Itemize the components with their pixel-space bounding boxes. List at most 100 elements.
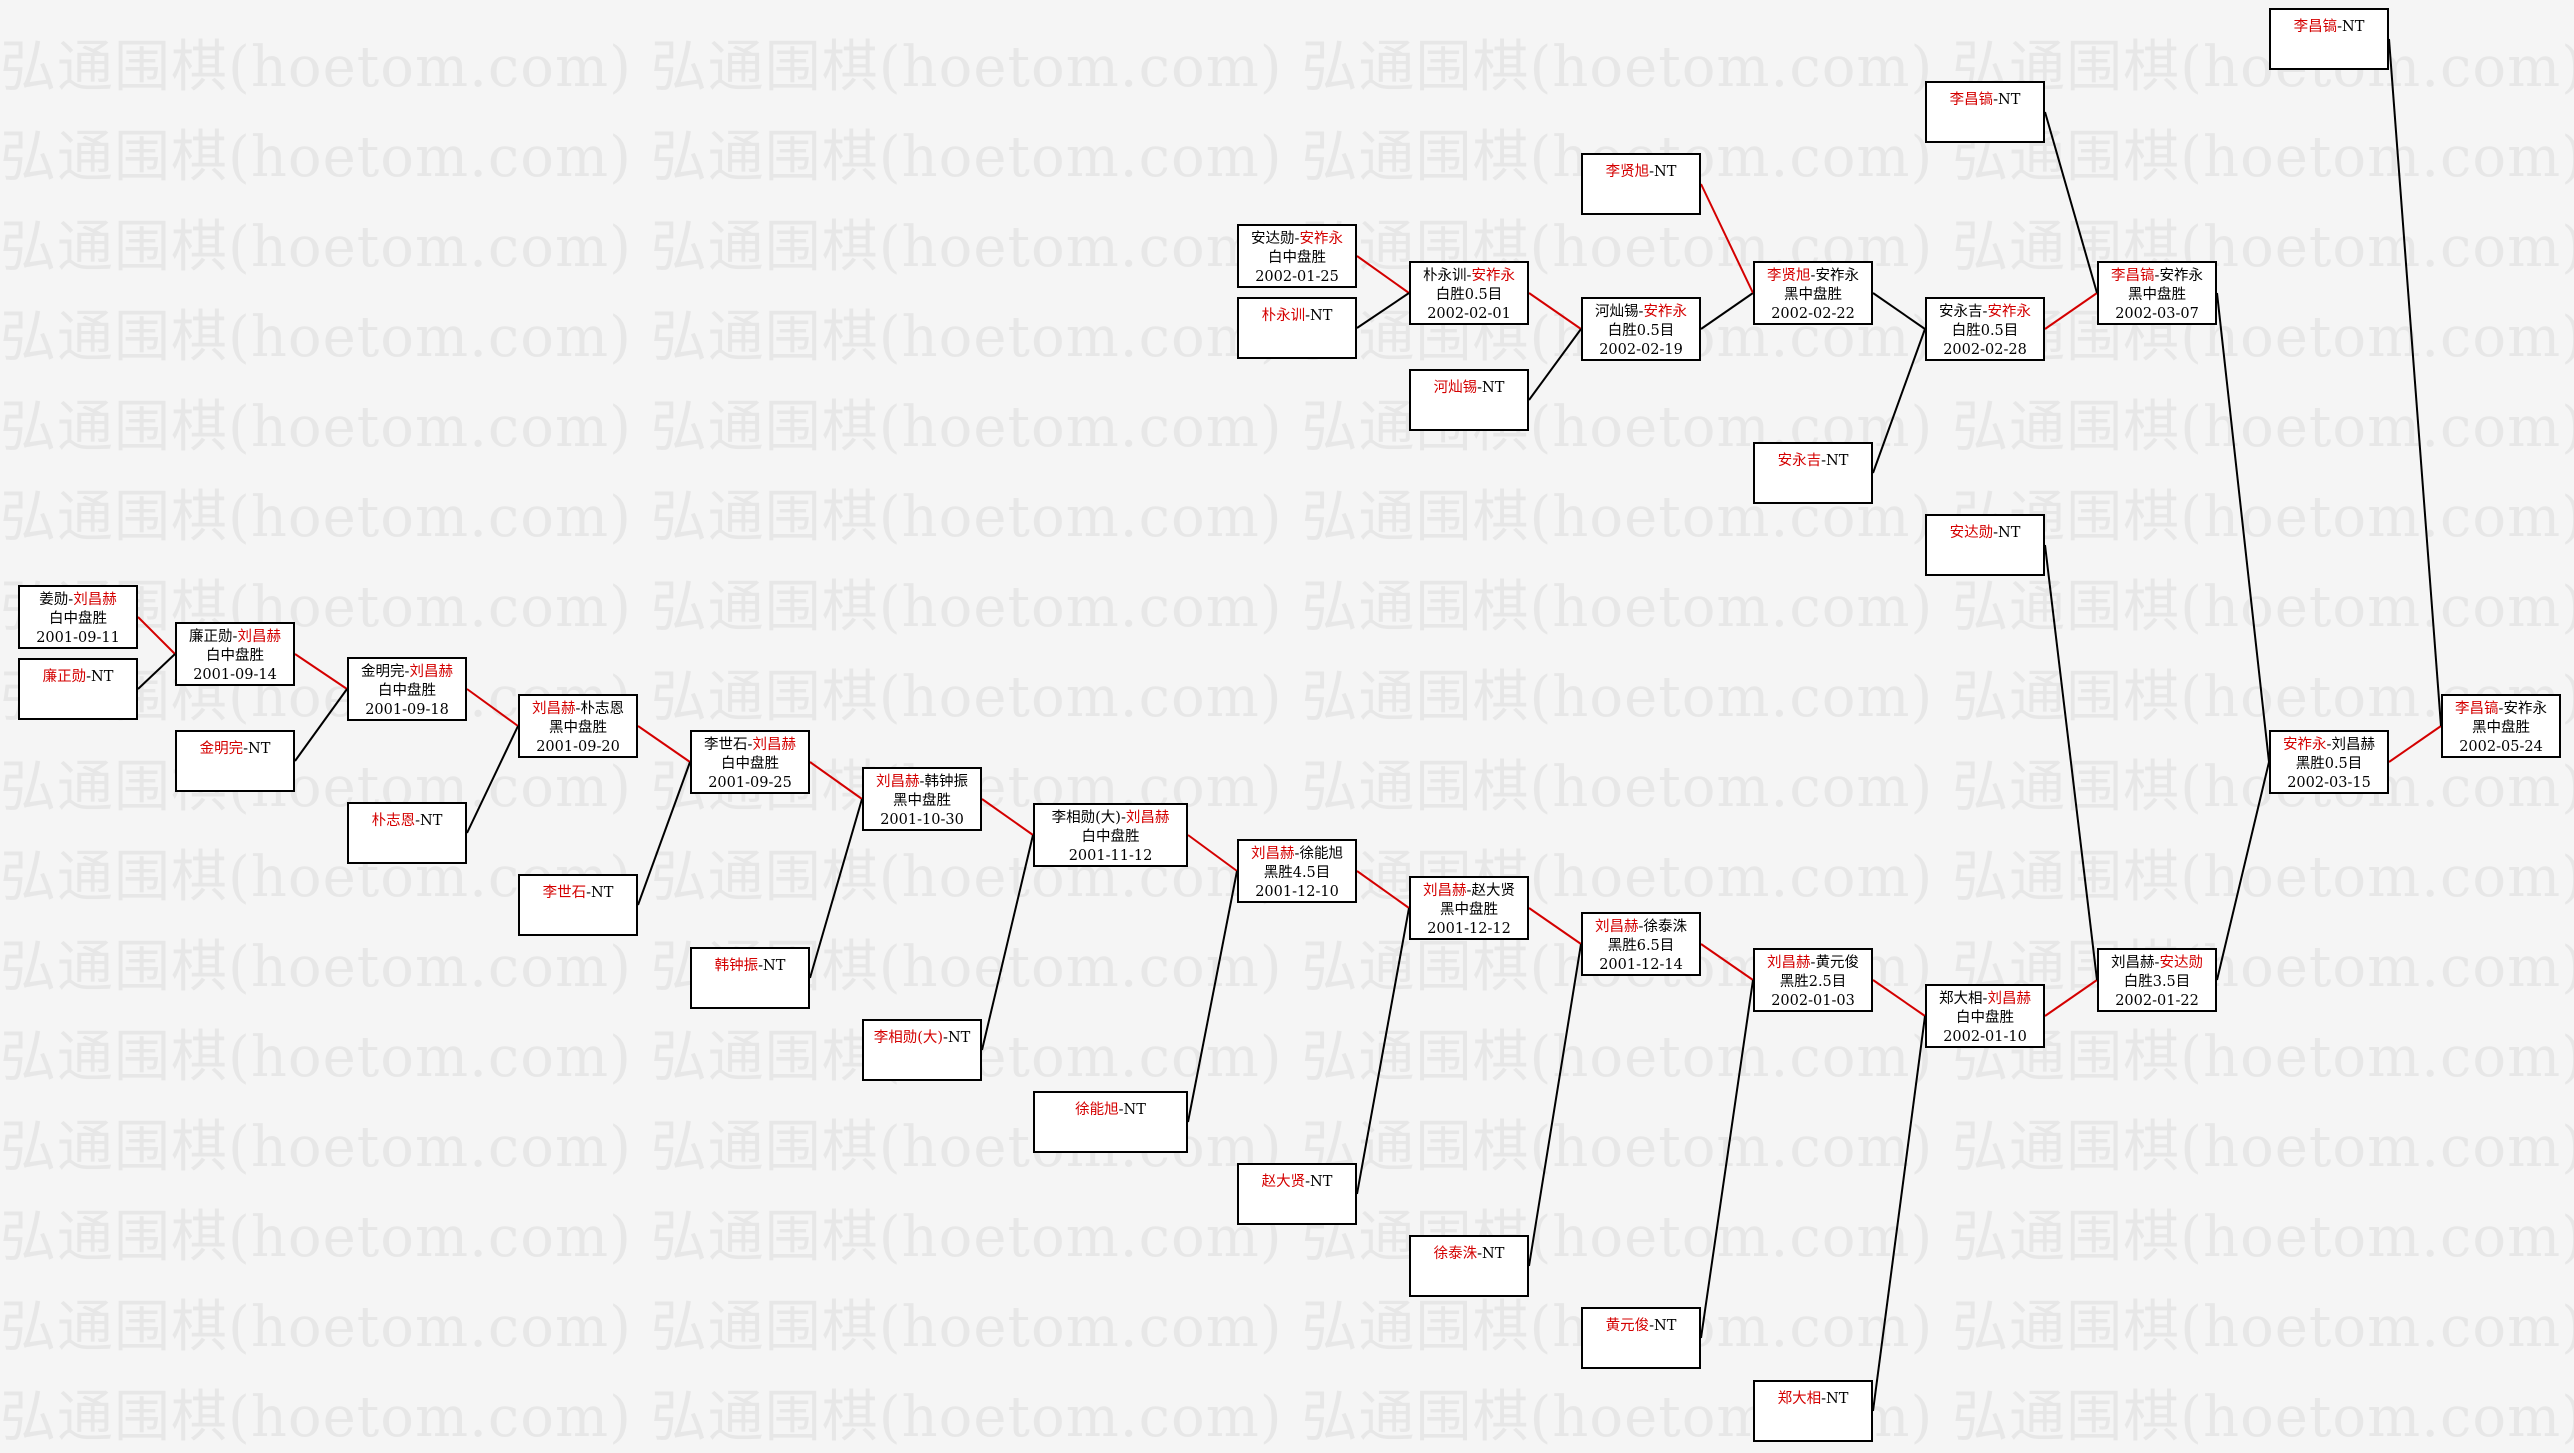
seed-node: 安永吉-NT (1753, 442, 1873, 504)
match-players: 朴永训-安祚永 (1423, 268, 1515, 284)
match-date: 2001-09-20 (536, 739, 620, 755)
match-players: 李相勋(大)-刘昌赫 (1051, 810, 1170, 826)
match-node: 河灿锡-安祚永 白胜0.5目 2002-02-19 (1581, 297, 1701, 361)
player-white: NT (1654, 164, 1677, 180)
match-players: 徐泰洙-NT (1433, 1246, 1505, 1262)
match-players: 安永吉-NT (1777, 453, 1849, 469)
match-players: 刘昌赫-韩钟振 (876, 774, 968, 790)
winner-link (1187, 834, 1238, 872)
bracket-link (1700, 979, 1754, 1339)
match-result: 黑胜2.5目 (1779, 974, 1847, 990)
seed-node: 赵大贤-NT (1237, 1163, 1357, 1225)
player-white: 安祚永 (1299, 231, 1343, 247)
match-players: 河灿锡-NT (1433, 380, 1505, 396)
player-black: 安永吉 (1939, 304, 1983, 320)
bracket-link (1356, 907, 1410, 1195)
player-black: 刘昌赫 (2111, 955, 2155, 971)
player-black: 刘昌赫 (1595, 919, 1639, 935)
winner-link (137, 616, 176, 655)
winner-link (1528, 907, 1582, 945)
match-players: 李相勋(大)-NT (873, 1030, 971, 1046)
player-white: 徐能旭 (1299, 846, 1343, 862)
winner-link (294, 653, 348, 690)
match-result: 黑中盘胜 (2472, 720, 2530, 736)
player-white: 韩钟振 (924, 774, 968, 790)
match-node: 刘昌赫-徐能旭 黑胜4.5目 2001-12-10 (1237, 839, 1357, 903)
match-players: 朴永训-NT (1261, 308, 1333, 324)
match-result: 白胜0.5目 (1607, 323, 1675, 339)
match-result: 黑胜0.5目 (2295, 756, 2363, 772)
player-black: 刘昌赫 (1251, 846, 1295, 862)
player-black: 金明完 (361, 664, 405, 680)
player-white: NT (1482, 380, 1505, 396)
match-players: 安永吉-安祚永 (1939, 304, 2031, 320)
player-white: 安达勋 (2159, 955, 2203, 971)
player-white: NT (1123, 1102, 1146, 1118)
winner-link (1528, 292, 1582, 330)
player-black: 李世石 (704, 737, 748, 753)
seed-node: 金明完-NT (175, 730, 295, 792)
match-players: 金明完-NT (199, 741, 271, 757)
player-white: 安祚永 (1643, 304, 1687, 320)
match-date: 2002-01-25 (1255, 269, 1339, 285)
match-players: 李昌镐-安祚永 (2455, 701, 2547, 717)
player-white: NT (1998, 525, 2021, 541)
bracket-link (466, 725, 519, 834)
player-black: 河灿锡 (1595, 304, 1639, 320)
match-players: 徐能旭-NT (1075, 1102, 1146, 1118)
match-date: 2002-05-24 (2459, 739, 2543, 755)
match-result: 白中盘胜 (378, 683, 436, 699)
bracket-link (2216, 292, 2270, 763)
match-date: 2002-02-28 (1943, 342, 2027, 358)
match-result: 黑中盘胜 (1784, 287, 1842, 303)
match-result: 白胜3.5目 (2123, 974, 2191, 990)
player-white: 刘昌赫 (237, 629, 281, 645)
match-date: 2001-09-18 (365, 702, 449, 718)
match-players: 韩钟振-NT (714, 958, 786, 974)
match-players: 刘昌赫-徐能旭 (1251, 846, 1343, 862)
player-black: 李昌镐 (1949, 92, 1994, 108)
player-black: 李昌镐 (2111, 268, 2155, 284)
player-black: 安永吉 (1777, 453, 1822, 469)
match-players: 朴志恩-NT (371, 813, 443, 829)
match-result: 黑中盘胜 (893, 793, 951, 809)
seed-node: 徐泰洙-NT (1409, 1235, 1529, 1297)
seed-node: 李世石-NT (518, 874, 638, 936)
player-white: NT (763, 958, 786, 974)
match-players: 李贤旭-NT (1605, 164, 1677, 180)
match-result: 黑中盘胜 (549, 720, 607, 736)
match-players: 河灿锡-安祚永 (1595, 304, 1687, 320)
player-white: 刘昌赫 (2331, 737, 2375, 753)
match-players: 李世石-NT (542, 885, 614, 901)
player-black: 廉正勋 (189, 629, 233, 645)
match-players: 姜勋-刘昌赫 (39, 592, 117, 608)
player-black: 河灿锡 (1433, 380, 1478, 396)
bracket-link (1356, 292, 1410, 329)
match-node: 刘昌赫-黄元俊 黑胜2.5目 2002-01-03 (1753, 948, 1873, 1012)
match-players: 李世石-刘昌赫 (704, 737, 796, 753)
player-white: 徐泰洙 (1643, 919, 1687, 935)
winner-link (1700, 183, 1754, 294)
match-players: 李贤旭-安祚永 (1767, 268, 1859, 284)
bracket-link (1872, 328, 1926, 474)
match-node: 刘昌赫-徐泰洙 黑胜6.5目 2001-12-14 (1581, 912, 1701, 976)
match-date: 2002-01-10 (1943, 1029, 2027, 1045)
player-white: 安祚永 (1471, 268, 1515, 284)
match-node: 刘昌赫-安达勋 白胜3.5目 2002-01-22 (2097, 948, 2217, 1012)
seed-node: 李相勋(大)-NT (862, 1019, 982, 1081)
match-result: 黑中盘胜 (1440, 902, 1498, 918)
seed-node: 郑大相-NT (1753, 1380, 1873, 1442)
match-node: 刘昌赫-韩钟振 黑中盘胜 2001-10-30 (862, 767, 982, 831)
winner-link (1872, 979, 1926, 1017)
winner-link (1356, 870, 1410, 909)
player-black: 李昌镐 (2455, 701, 2499, 717)
match-result: 黑中盘胜 (2128, 287, 2186, 303)
bracket-link (2216, 761, 2270, 981)
seed-node: 安达勋-NT (1925, 514, 2045, 576)
player-white: NT (591, 885, 614, 901)
seed-node: 李贤旭-NT (1581, 153, 1701, 215)
match-node: 李相勋(大)-刘昌赫 白中盘胜 2001-11-12 (1033, 803, 1188, 867)
player-black: 姜勋 (39, 592, 69, 608)
match-node: 李贤旭-安祚永 黑中盘胜 2002-02-22 (1753, 261, 1873, 325)
